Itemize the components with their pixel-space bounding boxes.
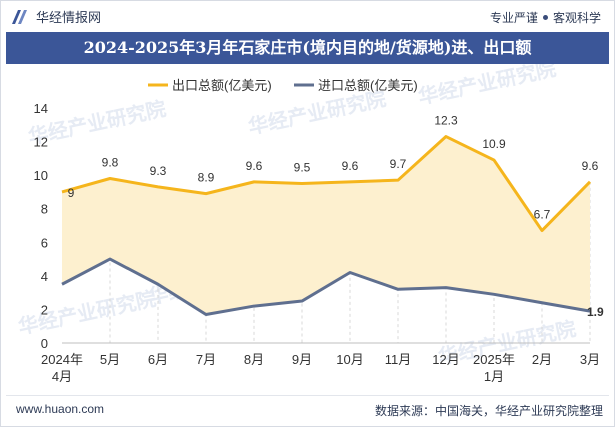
export-data-label: 10.9 [482,137,506,151]
import-data-label: 1.9 [587,305,604,319]
x-tick-label: 3月 [580,352,600,367]
series-lines [61,135,592,316]
x-tick-label-line: 3月 [580,352,600,367]
x-tick-label-line: 11月 [385,352,412,367]
x-tick-label-line: 2024年 [41,352,83,367]
x-tick-label: 5月 [100,352,120,367]
x-tick-label-line: 5月 [100,352,120,367]
x-tick-label-line: 4月 [52,369,72,384]
y-tick-label: 14 [34,101,48,116]
y-tick-label: 0 [41,336,48,351]
x-tick-label-line: 10月 [336,352,363,367]
x-tick-label: 10月 [336,352,363,367]
tagline: 专业严谨 客观科学 [490,9,601,26]
brand-name: 华经情报网 [36,10,102,25]
export-data-label: 9.6 [342,159,359,173]
export-data-label: 9 [68,186,75,200]
export-data-label: 12.3 [434,114,458,128]
y-tick-label: 6 [41,235,48,250]
chart-title: 2024-2025年3月年石家庄市(境内目的地/货源地)进、出口额 [6,32,609,64]
area-fill [62,136,590,315]
export-data-label: 9.6 [246,159,263,173]
brand-logo-icon [12,9,27,24]
y-tick-label: 2 [41,302,48,317]
export-data-label: 9.3 [150,164,167,178]
footer: www.huaon.com 数据来源：中国海关，华经产业研究院整理 [6,395,609,422]
watermark-text: 华经产业研究院 [416,64,558,109]
x-tick-label: 2024年 4月 [41,352,83,384]
x-tick-label-line: 7月 [196,352,216,367]
footer-source: 数据来源：中国海关，华经产业研究院整理 [374,404,603,418]
tagline-right: 客观科学 [552,11,601,25]
x-tick-label-line: 2月 [532,352,552,367]
separator-dot-icon [542,15,548,20]
x-tick-label: 6月 [148,352,168,367]
brand[interactable]: 华经情报网 [10,7,101,26]
y-axis-labels: 0 2 4 6 8 10 12 14 [34,101,48,351]
x-tick-label-line: 8月 [244,352,264,367]
export-series-line [61,135,592,233]
x-tick-label: 2025年 1月 [473,352,515,384]
x-tick-label: 11月 [385,352,412,367]
export-data-label: 9.5 [294,161,311,175]
x-tick-label: 12月 [432,352,459,367]
x-tick-label: 2月 [532,352,552,367]
x-tick-label-line: 2025年 [473,352,515,367]
watermark-text: 华经产业研究院 [246,86,388,139]
legend-label-import: 进口总额(亿美元) [318,78,418,93]
tagline-left: 专业严谨 [489,11,538,25]
x-tick-label: 9月 [292,352,312,367]
watermark-text: 华经产业研究院 [16,286,158,339]
legend-label-export: 出口总额(亿美元) [172,78,272,93]
top-bar: 华经情报网 专业严谨 客观科学 [0,0,615,32]
x-axis-labels: 2024年 4月 5月 6月 7月 8月 9月 10月 11月 12月 2025年 1月 2月 3月 [41,352,600,384]
y-tick-label: 10 [34,168,48,183]
y-tick-label: 4 [41,269,48,284]
legend: 出口总额(亿美元) 进口总额(亿美元) [148,78,418,93]
y-tick-label: 12 [34,135,48,150]
area-between-series [62,136,590,315]
x-tick-label-line: 1月 [484,369,504,384]
x-tick-label-line: 9月 [292,352,312,367]
x-tick-label: 8月 [244,352,264,367]
export-data-label: 9.8 [102,156,119,170]
footer-url[interactable]: www.huaon.com [16,402,105,416]
x-tick-label-line: 6月 [148,352,168,367]
import-series-line [61,257,591,316]
export-data-label: 9.7 [390,157,407,171]
data-labels: 9 9.8 9.3 8.9 9.6 9.5 9.6 9.7 12.3 10.9 6.7 9.6 1.9 [68,114,604,320]
export-data-label: 8.9 [198,171,215,185]
x-tick-label-line: 12月 [432,352,459,367]
y-tick-label: 8 [41,202,48,217]
line-chart: 华经产业研究院华经产业研究院华经产业研究院华经产业研究院华经产业研究院华经产业研… [16,64,604,384]
export-data-label: 6.7 [534,208,551,222]
x-tick-label: 7月 [196,352,216,367]
export-data-label: 9.6 [582,159,599,173]
